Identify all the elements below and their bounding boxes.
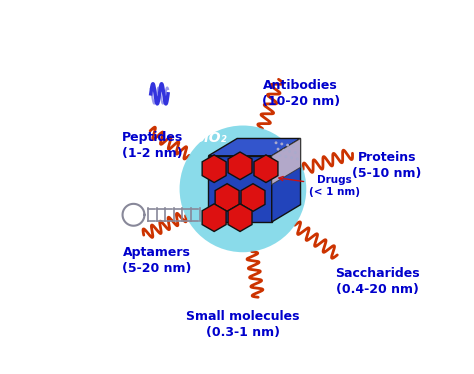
Polygon shape xyxy=(254,155,278,183)
Circle shape xyxy=(283,149,285,152)
Text: Proteins
(5-10 nm): Proteins (5-10 nm) xyxy=(352,151,422,180)
Circle shape xyxy=(294,151,297,154)
Circle shape xyxy=(284,155,287,158)
Text: SiO₂: SiO₂ xyxy=(195,132,228,145)
Polygon shape xyxy=(209,138,301,156)
Circle shape xyxy=(274,141,277,144)
Circle shape xyxy=(280,142,283,145)
Circle shape xyxy=(279,154,282,157)
Text: Aptamers
(5-20 nm): Aptamers (5-20 nm) xyxy=(122,246,191,276)
Text: Saccharides
(0.4-20 nm): Saccharides (0.4-20 nm) xyxy=(335,267,419,295)
Circle shape xyxy=(296,157,299,160)
Polygon shape xyxy=(228,152,252,180)
Polygon shape xyxy=(272,138,301,222)
Polygon shape xyxy=(209,156,272,222)
Circle shape xyxy=(286,144,289,147)
Polygon shape xyxy=(202,204,226,232)
Polygon shape xyxy=(241,184,265,211)
Text: Drugs
(< 1 nm): Drugs (< 1 nm) xyxy=(279,175,360,197)
Text: Peptides
(1-2 nm): Peptides (1-2 nm) xyxy=(122,131,183,160)
Circle shape xyxy=(288,150,291,153)
Polygon shape xyxy=(228,204,252,232)
Polygon shape xyxy=(202,155,226,183)
Text: Small molecules
(0.3-1 nm): Small molecules (0.3-1 nm) xyxy=(186,310,300,339)
Circle shape xyxy=(277,148,280,151)
Polygon shape xyxy=(215,184,239,211)
Polygon shape xyxy=(272,138,301,184)
Circle shape xyxy=(292,145,295,148)
Text: Antibodies
(10-20 nm): Antibodies (10-20 nm) xyxy=(262,79,340,108)
Circle shape xyxy=(290,156,293,159)
Circle shape xyxy=(180,126,306,252)
